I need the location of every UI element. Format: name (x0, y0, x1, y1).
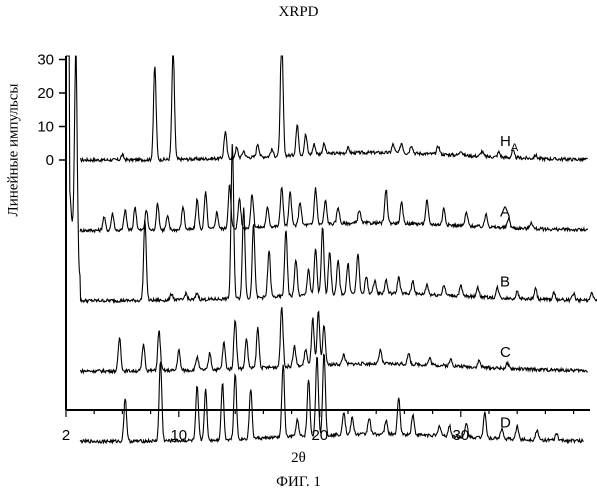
series-trace-a (80, 185, 588, 232)
axes-group: 01020302102030 (37, 52, 597, 445)
figure-caption: ФИГ. 1 (0, 474, 597, 491)
y-tick-label: 0 (46, 152, 54, 169)
series-label-a: A (500, 203, 510, 220)
x-axis-label: 2θ (0, 450, 597, 467)
series-label-ha: HA (500, 133, 519, 154)
x-tick-label: 2 (62, 427, 70, 444)
series-trace-c (80, 307, 588, 373)
series-label-b: B (500, 274, 510, 291)
series-trace-b (66, 56, 597, 302)
y-tick-label: 10 (37, 119, 54, 136)
series-label-d: D (500, 414, 511, 431)
traces-group (66, 56, 597, 443)
y-tick-label: 20 (37, 85, 54, 102)
series-labels-group: HAABCD (500, 133, 519, 431)
series-label-sub: A (511, 142, 519, 154)
series-label-c: C (500, 344, 511, 361)
y-tick-label: 30 (37, 52, 54, 69)
